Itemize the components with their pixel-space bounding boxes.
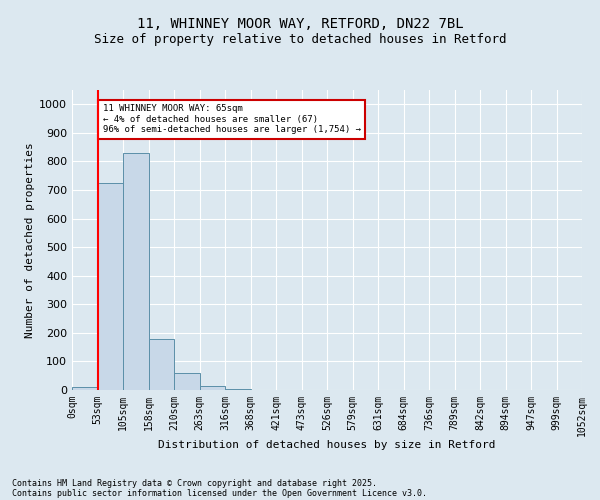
Text: Contains HM Land Registry data © Crown copyright and database right 2025.: Contains HM Land Registry data © Crown c…	[12, 478, 377, 488]
Bar	[225, 388, 251, 390]
Bar	[199, 386, 225, 390]
X-axis label: Distribution of detached houses by size in Retford: Distribution of detached houses by size …	[158, 440, 496, 450]
Bar	[97, 183, 123, 390]
Bar	[174, 374, 199, 390]
Bar	[72, 387, 97, 390]
Text: 11, WHINNEY MOOR WAY, RETFORD, DN22 7BL: 11, WHINNEY MOOR WAY, RETFORD, DN22 7BL	[137, 18, 463, 32]
Text: Size of property relative to detached houses in Retford: Size of property relative to detached ho…	[94, 32, 506, 46]
Bar	[149, 338, 174, 390]
Y-axis label: Number of detached properties: Number of detached properties	[25, 142, 35, 338]
Bar	[123, 153, 149, 390]
Text: 11 WHINNEY MOOR WAY: 65sqm
← 4% of detached houses are smaller (67)
96% of semi-: 11 WHINNEY MOOR WAY: 65sqm ← 4% of detac…	[103, 104, 361, 134]
Text: Contains public sector information licensed under the Open Government Licence v3: Contains public sector information licen…	[12, 488, 427, 498]
